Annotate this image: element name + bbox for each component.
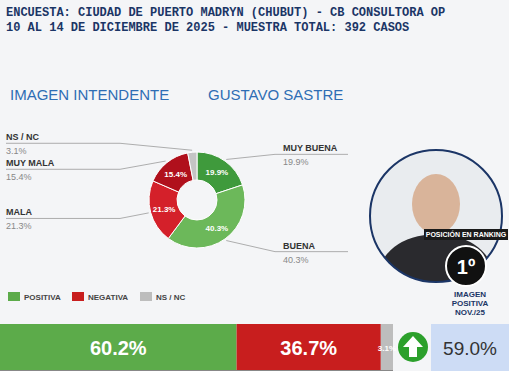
ranking-label: POSICIÓN EN RANKING xyxy=(426,230,507,238)
previous-label: NOV./25 xyxy=(455,308,485,317)
leader-line xyxy=(226,241,348,252)
slice-value: 40.3% xyxy=(283,255,309,265)
slice-label: 15.4% xyxy=(164,170,187,179)
legend-swatch xyxy=(140,292,152,301)
ranking-badge xyxy=(446,246,486,286)
slice-name: MALA xyxy=(6,207,32,217)
pie xyxy=(149,152,245,248)
legend-swatch xyxy=(8,292,20,301)
slice-value: 3.1% xyxy=(6,146,27,156)
chart-title: IMAGEN INTENDENTE xyxy=(10,86,169,103)
background xyxy=(0,0,509,371)
bar-label: 60.2% xyxy=(90,337,147,359)
slice-label: 40.3% xyxy=(206,224,229,233)
previous-box xyxy=(431,324,509,371)
legend-swatch xyxy=(72,292,84,301)
previous-label: IMAGEN xyxy=(454,290,486,299)
slice-value: 15.4% xyxy=(6,172,32,182)
slice-label: 19.9% xyxy=(206,168,229,177)
header-line: ENCUESTA: CIUDAD DE PUERTO MADRYN (CHUBU… xyxy=(6,6,445,20)
x-axis-line xyxy=(0,370,393,371)
slice-label: 21.3% xyxy=(153,205,176,214)
photo-head xyxy=(412,174,460,234)
photo xyxy=(370,150,502,286)
slice-name: MUY MALA xyxy=(6,158,55,168)
slice-name: MUY BUENA xyxy=(283,143,338,153)
legend-label: POSITIVA xyxy=(24,293,61,302)
leader-line xyxy=(6,143,192,150)
trend-arrow-bg xyxy=(398,332,428,362)
trend-arrow xyxy=(403,336,423,357)
bar-plot xyxy=(0,324,393,371)
pie-slice xyxy=(188,152,197,180)
header-line: 10 AL 14 DE DICIEMBRE DE 2025 - MUESTRA … xyxy=(6,21,409,35)
bar-segment xyxy=(0,324,237,371)
ranking-label-bg xyxy=(424,229,508,240)
slice-name: BUENA xyxy=(283,241,316,251)
photo-body xyxy=(374,234,498,286)
bar-segment xyxy=(237,324,381,371)
slice-value: 19.9% xyxy=(283,157,309,167)
bar-label: 3.1% xyxy=(378,344,396,353)
bar-label: 36.7% xyxy=(280,337,337,359)
pie-slice xyxy=(153,153,193,192)
chart-subtitle: GUSTAVO SASTRE xyxy=(208,86,343,103)
legend-label: NS / NC xyxy=(156,293,186,302)
ranking-value: 1º xyxy=(457,256,475,278)
previous-label: POSITIVA xyxy=(452,299,489,308)
legend-label: NEGATIVA xyxy=(88,293,128,302)
slice-name: NS / NC xyxy=(6,132,40,142)
canvas: ENCUESTA: CIUDAD DE PUERTO MADRYN (CHUBU… xyxy=(0,0,509,371)
slice-value: 21.3% xyxy=(6,221,32,231)
previous-value: 59.0% xyxy=(443,338,497,359)
